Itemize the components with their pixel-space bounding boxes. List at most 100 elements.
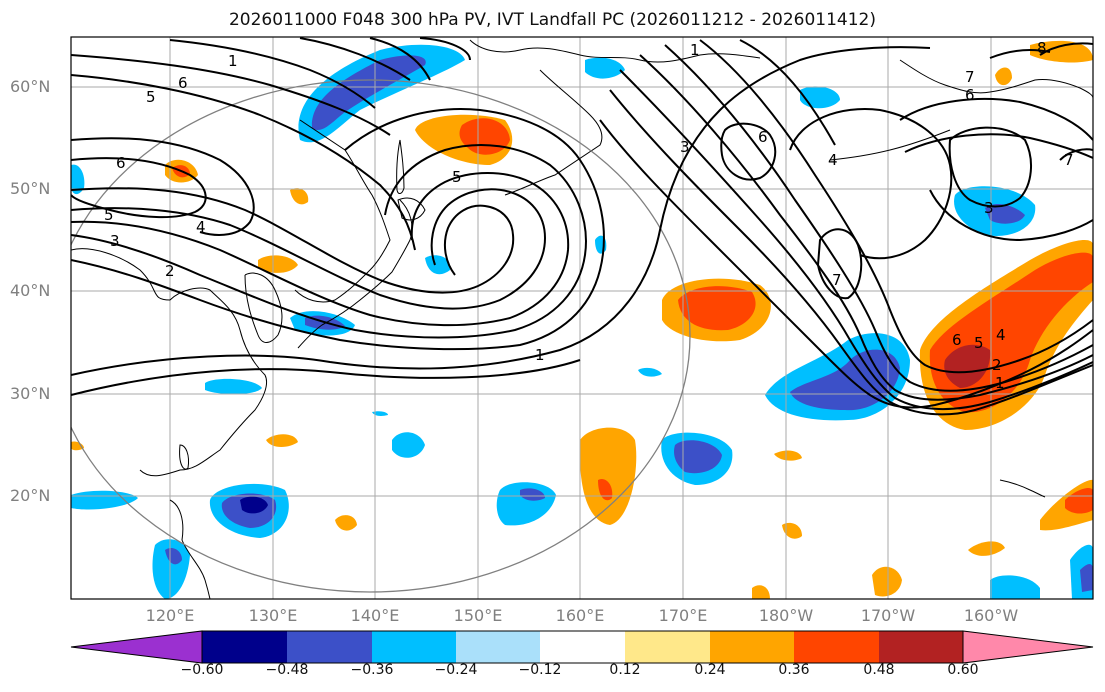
contour-label: 3 [984, 199, 994, 217]
coastline-alaska [899, 59, 1093, 99]
negative-anomaly-core [520, 488, 545, 501]
contour-line [71, 137, 255, 236]
negative-anomaly-core [1080, 564, 1093, 592]
colorbar-segment [456, 631, 540, 663]
positive-anomaly-region [579, 427, 637, 525]
positive-anomaly-region [290, 188, 309, 205]
contour-label: 6 [116, 154, 126, 172]
colorbar-tick: 0.48 [863, 662, 895, 678]
contour-line [619, 69, 1093, 411]
contour-line [71, 144, 587, 339]
colorbar-tick: −0.24 [434, 662, 478, 678]
negative-anomaly-core [165, 548, 182, 565]
lat-label-20n: 20°N [10, 486, 51, 505]
colorbar-tick: 0.60 [947, 662, 979, 678]
contour-label: 6 [965, 86, 975, 104]
negative-anomaly-region [372, 411, 388, 416]
colorbar-segment [540, 631, 625, 663]
contour-line [71, 188, 547, 310]
contour-line [299, 37, 411, 81]
lon-label-170w: 170°W [860, 606, 916, 625]
colorbar-arrow-max [962, 630, 1094, 664]
contour-line [699, 39, 1093, 374]
positive-anomaly-core [1065, 488, 1093, 514]
positive-anomaly-region [266, 434, 298, 447]
negative-anomaly-region [585, 57, 625, 79]
contour-label: 6 [758, 128, 768, 146]
contour-label: 1 [535, 346, 545, 364]
contour-label: 7 [1064, 151, 1074, 169]
lon-label-160e: 160°E [555, 606, 605, 625]
colorbar-segment [372, 631, 456, 663]
contour-line [599, 119, 1093, 409]
contour-line [639, 54, 1093, 401]
negative-anomaly-region [71, 490, 138, 510]
contour-label: 3 [110, 232, 120, 250]
contour-label: 6 [952, 331, 962, 349]
contour-line [71, 359, 581, 396]
contour-line [609, 89, 1093, 416]
coastline-hawaii [999, 479, 1046, 498]
coastline-aleutians [829, 129, 951, 161]
positive-anomaly-region [774, 450, 802, 461]
negative-anomaly-region [638, 367, 662, 377]
lon-label-180w: 180°W [758, 606, 814, 625]
coastline-hokkaido [397, 197, 426, 221]
positive-anomaly-region [968, 541, 1005, 556]
lon-label-160w: 160°W [963, 606, 1019, 625]
colorbar-segment [625, 631, 710, 663]
positive-anomaly-region [872, 566, 902, 597]
contour-label: 5 [104, 206, 114, 224]
lon-label-170e: 170°E [658, 606, 708, 625]
lon-label-130e: 130°E [248, 606, 298, 625]
contour-label: 4 [996, 326, 1006, 344]
colorbar-tick: 0.24 [694, 662, 726, 678]
lon-label-120e: 120°E [145, 606, 195, 625]
contour-line [929, 189, 1093, 242]
colorbar-segment [202, 631, 287, 663]
negative-anomaly-region [990, 575, 1040, 599]
lat-label-50n: 50°N [10, 179, 51, 198]
positive-anomaly-region [335, 515, 357, 531]
negative-anomaly-region [71, 164, 85, 195]
positive-anomaly-region [782, 522, 802, 539]
contour-line [71, 54, 391, 136]
coastline-siberia [469, 39, 761, 63]
positive-anomaly-region [995, 67, 1012, 86]
lat-label-30n: 30°N [10, 384, 51, 403]
negative-anomaly-core [790, 349, 900, 411]
colorbar-frame [201, 630, 964, 664]
colorbar-tick: −0.48 [265, 662, 309, 678]
contour-label-group: 1 6 5 6 5 4 3 2 1 5 3 1 6 4 3 7 6 7 6 5 … [104, 39, 1074, 392]
pv-contours [71, 37, 1093, 416]
negative-anomaly-peak [240, 496, 268, 514]
lat-label-60n: 60°N [10, 77, 51, 96]
contour-label: 2 [992, 356, 1002, 374]
contour-line [71, 108, 605, 351]
contour-line [899, 98, 1093, 141]
positive-anomaly-region [1030, 40, 1093, 63]
positive-anomaly-core [678, 286, 756, 331]
colorbar-tick: −0.60 [180, 662, 224, 678]
contour-line [71, 157, 207, 219]
contour-label: 5 [974, 334, 984, 352]
contour-label: 1 [228, 52, 238, 70]
contour-label: 5 [146, 88, 156, 106]
coastline-sakhalin [396, 139, 405, 194]
contour-line [369, 37, 431, 81]
colorbar-tick: −0.36 [350, 662, 394, 678]
contour-line [739, 39, 836, 146]
negative-anomaly-region [205, 378, 262, 395]
lon-label-140e: 140°E [350, 606, 400, 625]
contour-line [169, 39, 376, 109]
negative-anomaly-core [985, 204, 1025, 224]
lon-label-150e: 150°E [453, 606, 503, 625]
contour-line [71, 187, 515, 294]
contour-label: 7 [965, 68, 975, 86]
coastline-philippines [169, 499, 211, 599]
contour-label: 1 [995, 374, 1005, 392]
colorbar-segment [287, 631, 372, 663]
contour-line [948, 126, 1032, 208]
colorbar-tick: −0.12 [518, 662, 562, 678]
